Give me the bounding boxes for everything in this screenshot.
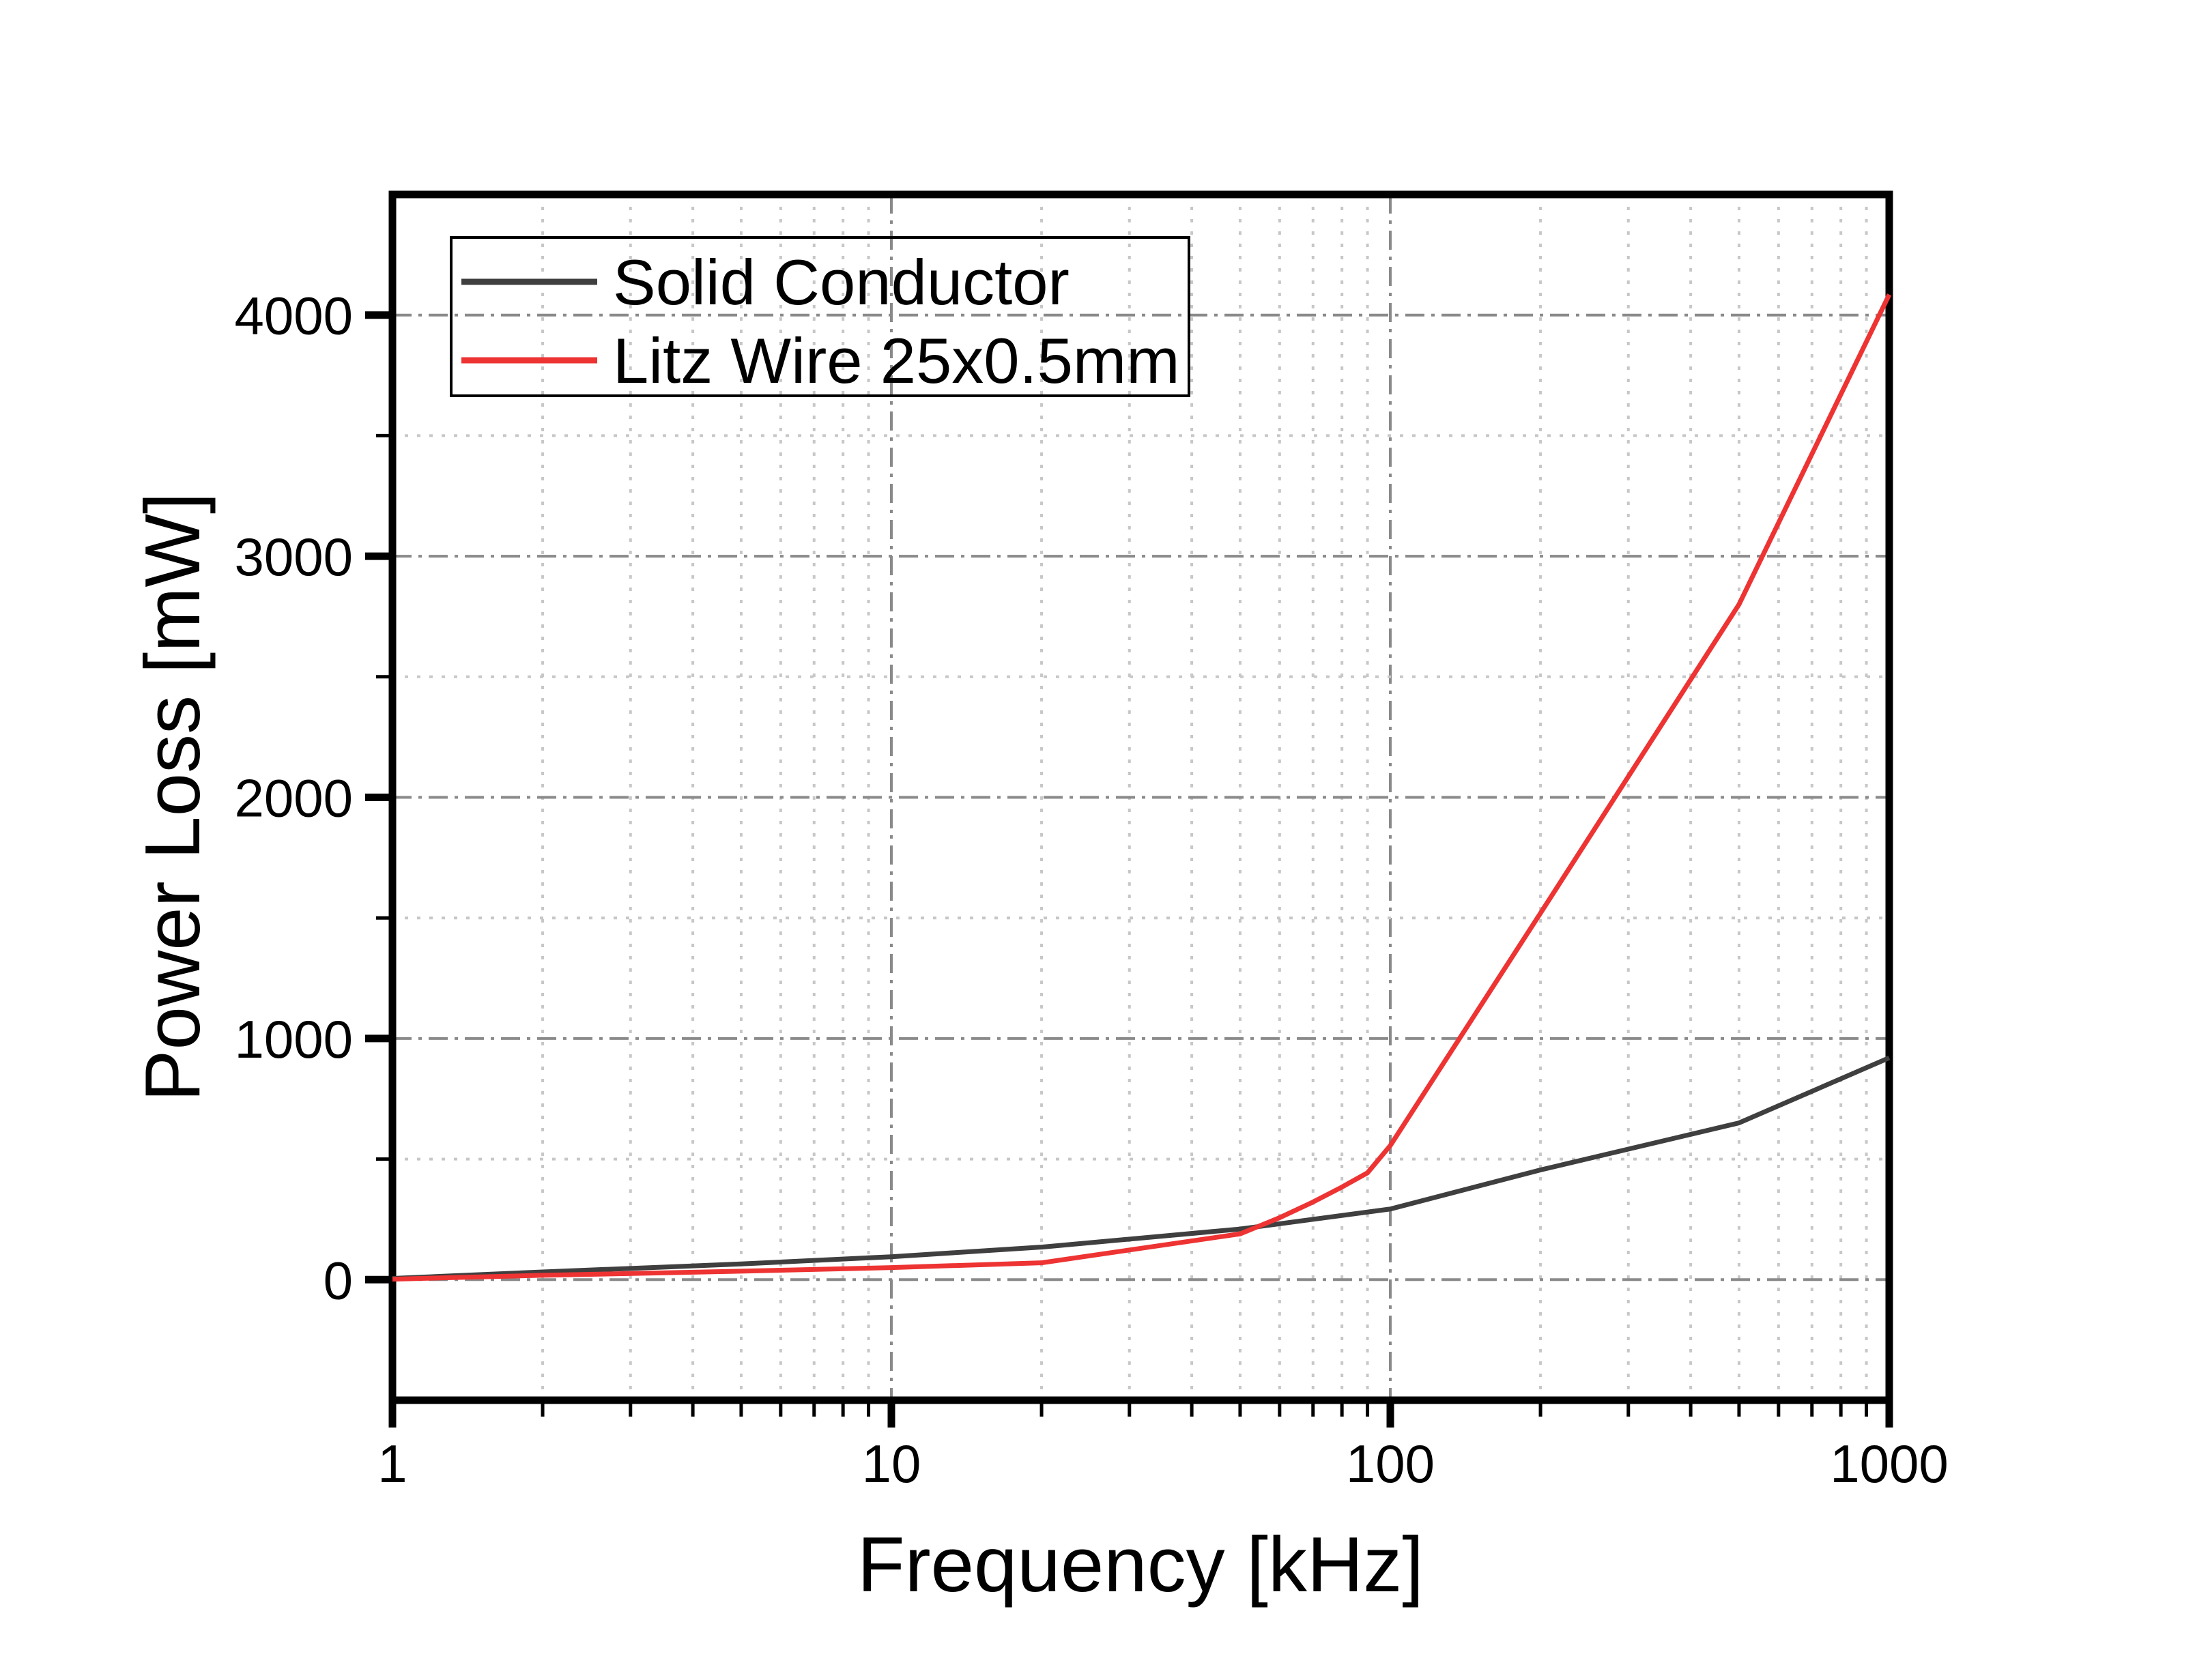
legend-label: Solid Conductor [613, 246, 1070, 318]
y-tick-label: 3000 [234, 527, 353, 587]
y-tick-label: 1000 [234, 1009, 353, 1069]
series-line-solid-conductor [392, 1055, 1891, 1281]
series-layer [392, 293, 1892, 1282]
x-axis-title: Frequency [kHz] [857, 1522, 1424, 1608]
legend-label: Litz Wire 25x0.5mm [613, 325, 1180, 396]
grid-layer [392, 194, 1889, 1400]
tick-label-layer: 1 10 100 1000 0 1000 2000 3000 4000 [234, 286, 1948, 1494]
y-axis-title: Power Loss [mW] [130, 492, 216, 1101]
x-tick-label: 1 [377, 1434, 407, 1494]
x-tick-label: 100 [1346, 1434, 1435, 1494]
x-tick-label: 1000 [1830, 1434, 1949, 1494]
y-tick-label: 0 [324, 1250, 353, 1310]
x-tick-label: 10 [862, 1434, 921, 1494]
legend-box [450, 236, 1190, 397]
plot-frame [388, 190, 1893, 1404]
y-tick-label: 2000 [234, 768, 353, 828]
y-tick-label: 4000 [234, 286, 353, 346]
series-line-litz-wire-25x0-5mm [392, 293, 1892, 1282]
